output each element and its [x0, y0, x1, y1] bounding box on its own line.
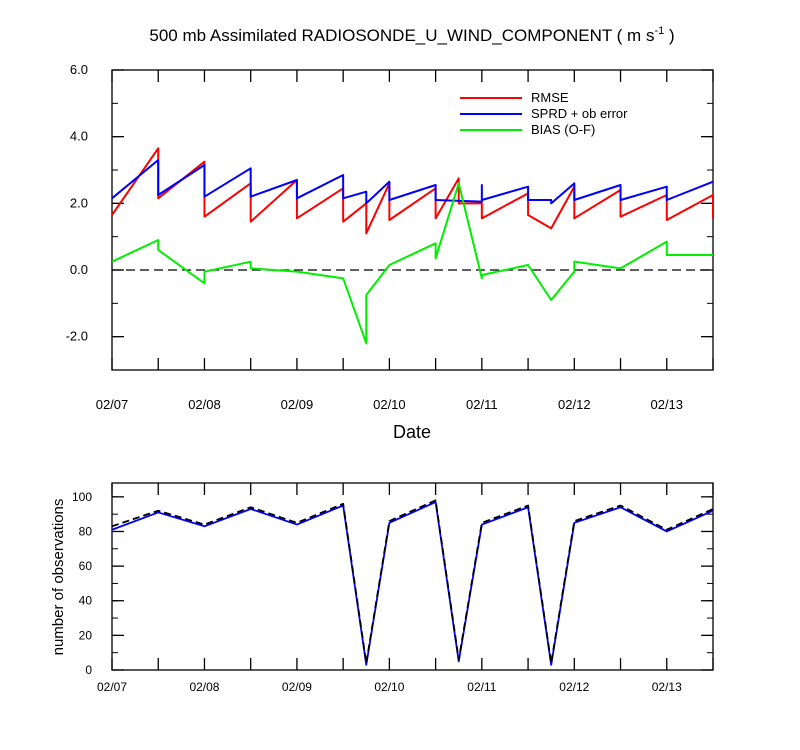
x-tick-label: 02/11 [467, 680, 496, 694]
top-plot-frame [111, 69, 714, 371]
y-tick-label: 0 [85, 663, 92, 677]
series-line-dashed-1 [111, 499, 714, 664]
y-tick-label: 20 [79, 628, 93, 642]
x-tick-label: 02/07 [96, 397, 129, 412]
x-tick-label: 02/12 [558, 397, 591, 412]
x-tick-label: 02/07 [97, 680, 127, 694]
top-chart: 02/07 02/08 02/09 02/10 02/11 02/12 02/13 -2.0 0… [66, 62, 714, 442]
title-close: ) [664, 26, 674, 45]
y-axis-title-bottom: number of observations [50, 499, 67, 656]
x-tick-label: 02/09 [282, 680, 312, 694]
x-tick-label: 02/10 [373, 397, 406, 412]
x-tick-label: 02/11 [466, 397, 498, 412]
x-axis-title: Date [393, 422, 431, 442]
y-tick-label: 60 [79, 559, 93, 573]
series-line-solid-0 [111, 501, 714, 666]
series-line-bias-o-f [111, 182, 713, 345]
title-main: 500 mb Assimilated RADIOSONDE_U_WIND_COM… [149, 26, 654, 45]
bottom-series-group [111, 499, 714, 666]
y-tick-label: -2.0 [66, 329, 88, 344]
legend-label-sprd: SPRD + ob error [531, 106, 628, 121]
x-tick-label: 02/08 [188, 397, 221, 412]
bottom-axis-ticks: 02/07 02/08 02/09 02/10 02/11 02/12 02/13 0 20 40… [72, 483, 714, 694]
title-superscript: -1 [654, 25, 664, 37]
top-series-group [111, 147, 714, 345]
series-line-rmse [111, 147, 714, 235]
y-tick-label: 80 [79, 524, 93, 538]
top-axis-ticks: 02/07 02/08 02/09 02/10 02/11 02/12 02/13 -2.0 0… [66, 62, 714, 412]
legend-label-rmse: RMSE [531, 90, 569, 105]
bottom-plot-frame [111, 482, 714, 671]
chart-title: 500 mb Assimilated RADIOSONDE_U_WIND_COM… [149, 25, 674, 45]
y-tick-label: 0.0 [70, 262, 88, 277]
legend-label-bias: BIAS (O-F) [531, 122, 595, 137]
bottom-chart: 02/07 02/08 02/09 02/10 02/11 02/12 02/13 0 20 40… [50, 482, 714, 694]
x-tick-label: 02/09 [281, 397, 314, 412]
x-tick-label: 02/10 [374, 680, 404, 694]
x-tick-label: 02/12 [559, 680, 589, 694]
y-tick-label: 100 [72, 490, 92, 504]
y-tick-label: 4.0 [70, 129, 88, 144]
x-tick-label: 02/13 [652, 680, 682, 694]
legend: RMSE SPRD + ob error BIAS (O-F) [460, 90, 628, 137]
x-tick-label: 02/08 [189, 680, 219, 694]
y-tick-label: 2.0 [70, 195, 88, 210]
y-tick-label: 6.0 [70, 62, 88, 77]
x-tick-label: 02/13 [650, 397, 683, 412]
y-tick-label: 40 [79, 594, 93, 608]
series-line-sprd-ob-error [111, 159, 714, 205]
